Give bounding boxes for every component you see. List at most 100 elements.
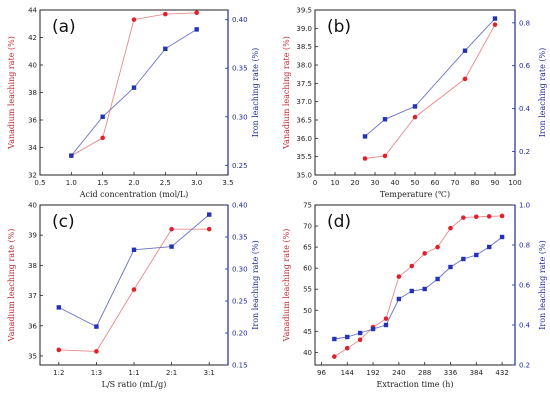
iron-data-point	[194, 27, 199, 32]
iron-data-point	[448, 264, 453, 270]
vanadium-data-point	[499, 213, 505, 219]
y2-tick-label: 0.8	[519, 19, 530, 27]
y-tick-label: 55	[303, 286, 312, 294]
iron-data-point	[69, 153, 74, 158]
y-tick-label: 42	[28, 34, 37, 42]
x-tick-label: 0	[313, 179, 317, 187]
x-tick-label: 2:1	[166, 369, 177, 377]
x-axis-label: Extraction time (h)	[377, 380, 454, 389]
iron-data-point	[409, 288, 414, 294]
y2-tick-label: 0.2	[519, 148, 530, 156]
y-axis-label: Vanadium leaching rate (%)	[7, 36, 16, 150]
y2-tick-label: 0.15	[232, 362, 248, 370]
chart-panel-d: 96 144 192 240 288 336 384 432 40 45 50 55 60 65 70 75 0…	[282, 202, 547, 390]
y-tick-label: 35.5	[296, 153, 312, 161]
x-tick-label: 20	[351, 179, 360, 187]
y-tick-label: 37.5	[296, 80, 312, 88]
y-tick-label: 40	[303, 349, 312, 357]
y2-axis-label: Iron leaching rate (%)	[251, 48, 260, 138]
vanadium-data-point	[492, 22, 498, 27]
chart-panel-a: 0.5 1.0 1.5 2.0 2.5 3.0 3.5 32 34 36 38 40 42 44 0.25 0…	[7, 7, 260, 200]
vanadium-series-line	[71, 12, 197, 157]
y2-tick-label: 0.6	[519, 282, 531, 290]
vanadium-data-point	[206, 226, 212, 232]
x-tick-label: 432	[495, 369, 508, 377]
vanadium-data-point	[409, 263, 415, 269]
y-tick-label: 36	[28, 322, 37, 330]
y-tick-label: 36.5	[296, 117, 312, 125]
y-tick-label: 39	[28, 232, 37, 240]
y2-tick-label: 0.40	[232, 16, 248, 24]
iron-data-point	[461, 256, 466, 262]
iron-data-point	[163, 46, 168, 52]
y-tick-label: 38	[28, 262, 37, 270]
vanadium-data-point	[357, 337, 363, 343]
vanadium-data-point	[422, 251, 427, 256]
x-tick-label: 336	[444, 369, 458, 377]
y-axis-label: Vanadium leaching rate (%)	[282, 229, 291, 343]
y2-axis-label: Iron leaching rate (%)	[251, 240, 260, 330]
iron-data-point	[474, 252, 479, 258]
panel-letter: (a)	[52, 17, 76, 37]
y-tick-label: 34	[28, 144, 37, 152]
iron-data-point	[94, 324, 99, 329]
y-tick-label: 40	[28, 202, 37, 210]
x-tick-label: 60	[431, 179, 440, 187]
y-tick-label: 32	[28, 172, 37, 180]
iron-data-point	[207, 212, 212, 217]
y-tick-label: 38.0	[296, 62, 312, 70]
vanadium-data-point	[486, 214, 492, 219]
y2-tick-label: 0.25	[232, 298, 248, 306]
y2-tick-label: 0.4	[519, 322, 531, 330]
vanadium-data-point	[462, 76, 468, 82]
y2-tick-label: 0.6	[519, 62, 531, 70]
x-tick-label: 3:1	[204, 369, 215, 377]
y2-tick-label: 0.2	[519, 362, 530, 370]
y2-axis-label: Iron leaching rate (%)	[538, 48, 547, 138]
y2-tick-label: 1.0	[519, 202, 530, 210]
x-tick-label: 0.5	[34, 179, 45, 187]
iron-data-point	[362, 134, 368, 139]
y-tick-label: 38.5	[296, 43, 312, 51]
y2-tick-label: 0.35	[232, 234, 248, 242]
vanadium-data-point	[56, 347, 62, 353]
x-tick-label: 3.0	[191, 179, 202, 187]
iron-data-point	[332, 336, 337, 342]
y-tick-label: 39.0	[296, 25, 312, 33]
iron-data-point	[412, 104, 418, 109]
y-tick-label: 39.5	[296, 7, 312, 15]
vanadium-data-point	[163, 11, 168, 17]
y-tick-label: 35.0	[296, 172, 312, 180]
x-tick-label: 30	[371, 179, 380, 187]
y-tick-label: 36	[28, 117, 37, 125]
y-tick-label: 60	[303, 265, 312, 273]
y2-tick-label: 0.25	[232, 162, 248, 170]
panel-letter: (d)	[327, 212, 351, 232]
y-tick-label: 37	[28, 292, 37, 300]
y-tick-label: 35	[28, 352, 37, 360]
x-tick-label: 90	[491, 179, 500, 187]
chart-panel-b: 0 10 20 30 40 50 60 70 80 90 100 35.0 35.5 36.0 36.5 37…	[282, 7, 547, 200]
vanadium-data-point	[362, 156, 368, 161]
x-tick-label: 1:3	[91, 369, 102, 377]
vanadium-data-point	[382, 153, 388, 159]
iron-data-point	[396, 296, 402, 302]
vanadium-data-point	[448, 225, 453, 231]
iron-data-point	[462, 48, 468, 53]
vanadium-series-line	[334, 215, 503, 357]
x-tick-label: 144	[341, 369, 355, 377]
x-tick-label: 70	[451, 179, 460, 187]
vanadium-data-point	[383, 316, 389, 321]
iron-data-point	[100, 114, 105, 119]
x-tick-label: 10	[331, 179, 340, 187]
vanadium-data-point	[435, 244, 440, 250]
x-axis-label: Acid concentration (mol/L)	[79, 190, 189, 199]
vanadium-data-point	[412, 114, 418, 120]
iron-series-line	[334, 236, 503, 340]
y-tick-label: 50	[303, 307, 312, 315]
iron-data-point	[357, 330, 363, 336]
iron-data-point	[499, 234, 505, 240]
vanadium-data-point	[461, 215, 466, 220]
vanadium-data-point	[131, 287, 137, 292]
panel-letter: (c)	[52, 212, 75, 232]
